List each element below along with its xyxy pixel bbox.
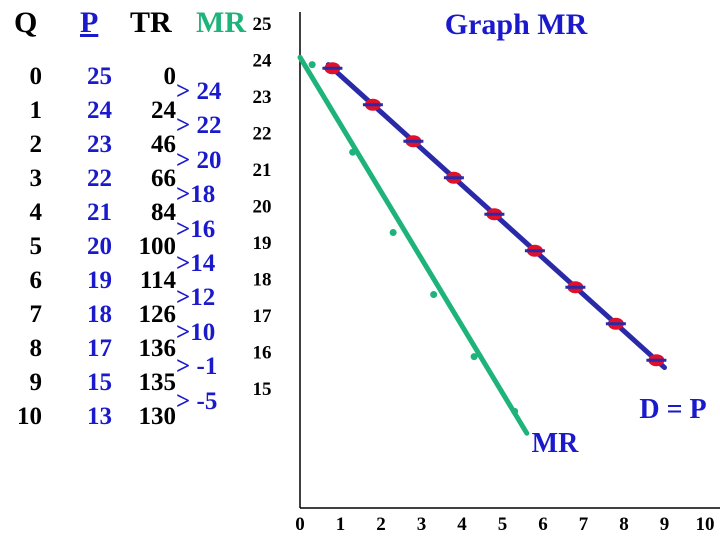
p-value: 22	[87, 165, 112, 192]
q-value: 3	[29, 165, 43, 192]
tr-value: 126	[138, 301, 177, 328]
header-tr: TR	[130, 6, 172, 39]
q-value: 9	[29, 369, 43, 396]
chart-title: Graph MR	[445, 8, 588, 41]
mr-value: > 22	[176, 112, 222, 140]
p-column: 25 24 23 22 21 20 19 18 17 15 13	[74, 60, 112, 434]
x-tick-label: 4	[457, 514, 467, 535]
tr-value: 0	[163, 63, 177, 90]
header-mr: MR	[196, 6, 246, 39]
mr-value: > -5	[176, 387, 218, 415]
x-tick-label: 0	[295, 514, 305, 535]
q-value: 10	[17, 403, 42, 430]
q-column: 0 1 2 3 4 5 6 7 8 9 10	[6, 60, 42, 434]
q-value: 4	[29, 199, 43, 226]
mr-value: >12	[176, 284, 216, 312]
x-tick-label: 2	[376, 514, 386, 535]
mr-point	[349, 148, 357, 156]
mr-value: >16	[176, 215, 216, 243]
mr-line-label: MR	[532, 428, 579, 459]
mr-point	[389, 229, 397, 236]
q-value: 1	[29, 97, 43, 124]
y-tick-label: 23	[253, 87, 272, 108]
mr-point	[308, 61, 316, 69]
x-tick-label: 10	[696, 514, 715, 535]
header-p: P	[80, 6, 99, 39]
x-tick-label: 8	[619, 514, 629, 535]
tr-value: 84	[151, 199, 176, 226]
y-tick-label: 19	[253, 233, 272, 254]
p-value: 23	[87, 131, 112, 158]
y-tick-label: 25	[253, 14, 272, 35]
q-value: 6	[29, 267, 43, 294]
mr-value: > 24	[176, 78, 222, 105]
tr-value: 135	[138, 369, 177, 396]
mr-value: >18	[176, 181, 216, 209]
x-tick-label: 7	[579, 514, 589, 535]
y-tick-label: 18	[253, 270, 272, 291]
y-tick-label: 17	[253, 306, 273, 327]
x-tick-label: 9	[660, 514, 670, 535]
y-tick-label: 15	[253, 379, 272, 400]
y-tick-label: 20	[253, 197, 272, 218]
p-value: 24	[87, 97, 112, 124]
p-value: 19	[87, 267, 112, 294]
tr-value: 136	[138, 335, 177, 362]
mr-line	[297, 54, 530, 436]
p-value: 15	[87, 369, 112, 396]
tr-value: 24	[151, 97, 176, 124]
q-value: 8	[29, 335, 43, 362]
tr-value: 46	[151, 131, 176, 158]
tr-value: 100	[138, 233, 177, 260]
tr-value: 130	[138, 403, 177, 430]
p-value: 18	[87, 301, 112, 328]
p-value: 20	[87, 233, 112, 260]
demand-label: D = P	[639, 394, 706, 425]
mr-point	[430, 291, 438, 299]
q-value: 5	[29, 233, 43, 260]
x-tick-label: 5	[498, 514, 508, 535]
mr-value: >14	[176, 250, 216, 277]
y-tick-label: 21	[253, 160, 272, 181]
header-q: Q	[14, 6, 38, 39]
p-value: 21	[87, 199, 112, 226]
tr-column: 0 24 46 66 84 100 114 126 136 135 130	[118, 60, 177, 434]
tr-value: 114	[139, 267, 176, 294]
mr-value: >10	[176, 318, 216, 346]
p-value: 17	[87, 335, 112, 362]
x-tick-label: 3	[417, 514, 427, 535]
x-tick-label: 1	[336, 514, 346, 535]
x-tick-label: 6	[538, 514, 548, 535]
y-tick-label: 22	[253, 124, 272, 145]
tr-value: 66	[151, 165, 176, 192]
q-value: 2	[29, 131, 43, 158]
mr-point	[511, 407, 519, 415]
q-value: 7	[29, 301, 43, 328]
p-value: 13	[87, 403, 112, 430]
y-tick-label: 24	[253, 51, 273, 72]
q-value: 0	[29, 63, 43, 90]
mr-value: > -1	[176, 353, 218, 381]
mr-value: > 20	[176, 146, 222, 174]
p-value: 25	[87, 63, 112, 90]
y-tick-label: 16	[253, 343, 272, 364]
mr-point	[470, 353, 478, 361]
